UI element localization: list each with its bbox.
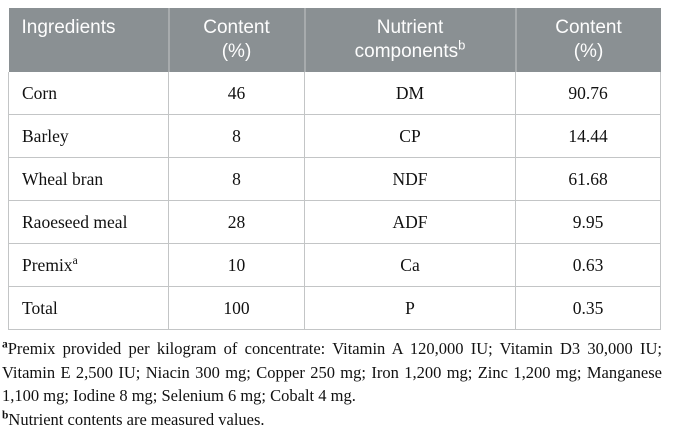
header-label: Content (555, 17, 622, 38)
header-cell-nutrient-components: Nutrient componentsb (303, 8, 516, 72)
premix-superscript-a: a (72, 254, 78, 267)
footnote-a: aPremix provided per kilogram of concent… (2, 337, 662, 408)
footnote-b: bNutrient contents are measured values. (2, 408, 662, 432)
cell-nutrient: P (304, 286, 516, 330)
cell-ingredient: Wheal bran (8, 157, 169, 201)
header-cell-content-2: Content (%) (514, 8, 661, 72)
cell-content: 100 (168, 286, 305, 330)
cell-ingredient: Corn (8, 72, 169, 115)
header-superscript-b: b (458, 37, 466, 53)
ingredients-table: Ingredients Content (%) Nutrient compone… (8, 8, 661, 330)
table-row: Total 100 P 0.35 (8, 286, 661, 330)
cell-nutrient: Ca (304, 243, 516, 287)
cell-nutrient-content: 9.95 (515, 200, 661, 244)
cell-nutrient: NDF (304, 157, 516, 201)
cell-nutrient: CP (304, 114, 516, 158)
cell-content: 8 (168, 114, 305, 158)
cell-ingredient: Total (8, 286, 169, 330)
table-row: Barley 8 CP 14.44 (8, 114, 661, 158)
footnote-text: Premix provided per kilogram of concentr… (2, 339, 662, 405)
cell-ingredient: Raoeseed meal (8, 200, 169, 244)
cell-nutrient: ADF (304, 200, 516, 244)
cell-nutrient-content: 61.68 (515, 157, 661, 201)
table-figure: Ingredients Content (%) Nutrient compone… (2, 8, 662, 431)
table-row: Raoeseed meal 28 ADF 9.95 (8, 200, 661, 244)
table-row: Corn 46 DM 90.76 (8, 72, 661, 115)
footnotes: aPremix provided per kilogram of concent… (2, 337, 662, 431)
table-row: Wheal bran 8 NDF 61.68 (8, 157, 661, 201)
cell-nutrient-content: 90.76 (515, 72, 661, 115)
cell-ingredient: Premixa (8, 243, 169, 287)
cell-nutrient-content: 0.63 (515, 243, 661, 287)
table-row: Premixa 10 Ca 0.63 (8, 243, 661, 287)
header-label: Nutrient (376, 17, 444, 38)
header-label: Content (203, 17, 270, 38)
cell-nutrient-content: 0.35 (515, 286, 661, 330)
header-row: Ingredients Content (%) Nutrient compone… (8, 8, 661, 72)
cell-ingredient: Barley (8, 114, 169, 158)
header-cell-ingredients: Ingredients (8, 8, 169, 72)
cell-content: 28 (168, 200, 305, 244)
footnote-marker: b (2, 409, 9, 421)
header-cell-content-1: Content (%) (167, 8, 305, 72)
header-label: Ingredients (21, 17, 116, 38)
cell-content: 10 (168, 243, 305, 287)
footnote-text: Nutrient contents are measured values. (8, 409, 265, 429)
footnote-marker: a (2, 338, 8, 351)
cell-content: 46 (168, 72, 305, 115)
cell-nutrient: DM (304, 72, 516, 115)
cell-nutrient-content: 14.44 (515, 114, 661, 158)
cell-content: 8 (168, 157, 305, 201)
